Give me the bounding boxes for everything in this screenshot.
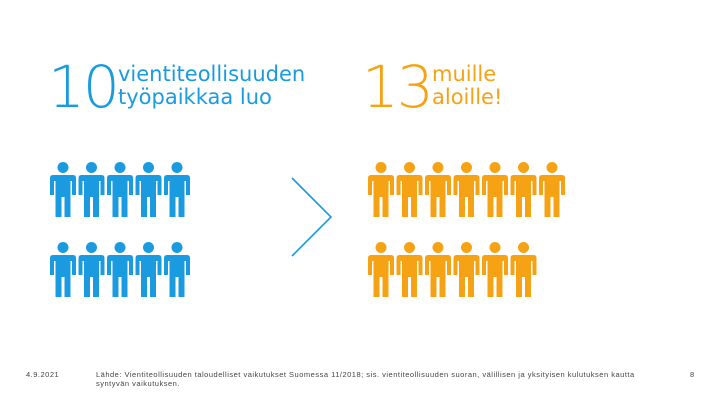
person-icon [453,242,480,297]
right-heading: muille aloille! [432,63,502,109]
person-icon [107,162,133,217]
person-icon [78,242,105,297]
person-icon [482,242,508,297]
person-icon [164,162,190,217]
left-heading-line-2: työpaikkaa luo [118,85,272,109]
person-icon [107,242,133,297]
person-icon [425,162,451,217]
page-number: 8 [690,370,695,379]
person-icon [50,242,76,297]
person-icon [164,242,190,297]
chevron-right-icon [291,177,333,257]
person-icon [135,242,162,297]
footer-source: Lähde: Vientiteollisuuden taloudelliset … [96,370,635,388]
person-icon [482,162,508,217]
person-icon [135,162,162,217]
left-heading: vientiteollisuuden työpaikkaa luo [118,63,305,109]
person-icon [396,162,423,217]
person-icon [396,242,423,297]
right-big-number: 13 [362,53,434,121]
person-icon [50,162,76,217]
person-icon [368,242,394,297]
right-heading-line-1: muille [432,62,497,86]
left-big-number: 10 [48,53,120,121]
footer-date: 4.9.2021 [26,370,60,379]
right-people-group [368,162,565,297]
person-icon [510,162,537,217]
person-icon [368,162,394,217]
left-heading-line-1: vientiteollisuuden [118,62,306,86]
person-icon [78,162,105,217]
person-icon [510,242,537,297]
right-heading-line-2: aloille! [432,85,503,109]
person-icon [453,162,480,217]
person-icon [539,162,565,217]
person-icon [425,242,451,297]
left-people-group [50,162,190,297]
